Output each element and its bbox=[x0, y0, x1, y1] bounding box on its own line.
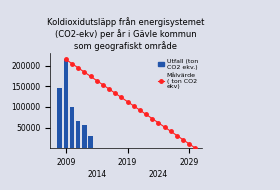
Bar bbox=[57, 88, 62, 148]
Text: 2024: 2024 bbox=[149, 170, 168, 179]
Bar bbox=[76, 121, 80, 148]
Title: Koldioxidutsläpp från energisystemet
(CO2-ekv) per år i Gävle kommun
som geograf: Koldioxidutsläpp från energisystemet (CO… bbox=[47, 17, 205, 51]
Text: 2014: 2014 bbox=[87, 170, 106, 179]
Bar bbox=[88, 136, 93, 148]
Legend: Utfall (ton
CO2 ekv.), Målvärde
( ton CO2
ekv): Utfall (ton CO2 ekv.), Målvärde ( ton CO… bbox=[157, 58, 199, 90]
Bar bbox=[70, 107, 74, 148]
Bar bbox=[82, 125, 87, 148]
Bar bbox=[64, 59, 68, 148]
